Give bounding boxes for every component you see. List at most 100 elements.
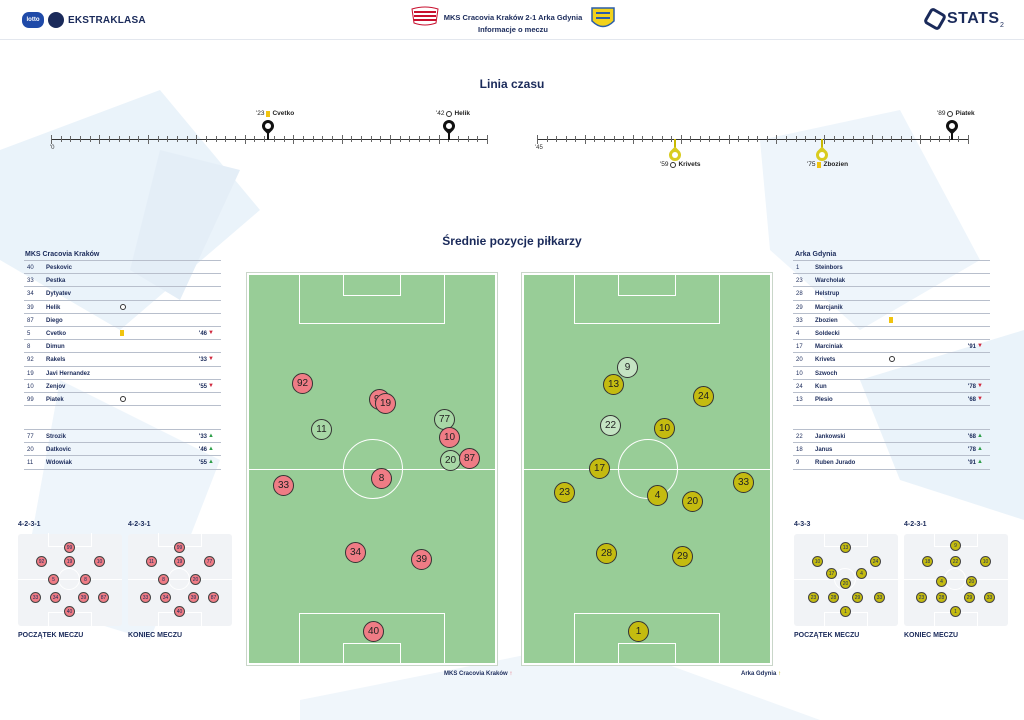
player-row[interactable]: 24 Kun '78 ▼	[793, 380, 990, 393]
player-position-marker[interactable]: 33	[273, 475, 294, 496]
player-position-marker[interactable]: 17	[589, 458, 610, 479]
player-position-marker[interactable]: 13	[603, 374, 624, 395]
timeline-tick	[565, 136, 567, 142]
player-row[interactable]: 9 Ruben Jurado '91 ▲	[793, 456, 990, 470]
player-row[interactable]: 10 Zenjov '55 ▼	[24, 380, 221, 393]
sub-out-arrow-icon: ▼	[977, 395, 983, 402]
player-name: Marciniak	[815, 344, 843, 351]
away-formation-start: 4-3-3	[794, 521, 811, 528]
substitution-minute: '91	[967, 344, 976, 351]
timeline-tick	[167, 136, 169, 142]
player-row[interactable]: 19 Javi Hernandez	[24, 367, 221, 380]
player-row[interactable]: 99 Piatek	[24, 393, 221, 407]
timeline-tick	[958, 136, 960, 142]
timeline-tick	[546, 136, 548, 142]
timeline-tick	[80, 136, 82, 142]
formation-player-marker: 8	[158, 574, 169, 585]
player-position-marker[interactable]: 34	[345, 542, 366, 563]
timeline-tick	[361, 136, 363, 142]
player-row[interactable]: 18 Janus '78 ▲	[793, 443, 990, 457]
player-row[interactable]: 20 Krivets	[793, 353, 990, 367]
cracovia-crest-icon	[411, 6, 439, 26]
player-row[interactable]: 33 Pestka	[24, 274, 221, 288]
player-row[interactable]: 5 Cvetko '46 ▼	[24, 327, 221, 341]
player-position-marker[interactable]: 11	[311, 419, 332, 440]
player-position-marker[interactable]: 24	[693, 386, 714, 407]
player-position-marker[interactable]: 10	[439, 427, 460, 448]
player-position-marker[interactable]: 20	[440, 450, 461, 471]
player-row[interactable]: 39 Helik	[24, 301, 221, 314]
player-position-marker[interactable]: 40	[363, 621, 384, 642]
timeline-tick	[699, 136, 701, 142]
timeline-tick	[409, 136, 411, 142]
player-position-marker[interactable]: 22	[600, 415, 621, 436]
player-name: Cvetko	[46, 330, 67, 337]
home-pitch-caption: MKS Cracovia Kraków ↑	[444, 671, 513, 677]
timeline-tick	[341, 135, 343, 144]
timeline-tick	[302, 136, 304, 142]
player-row[interactable]: 1 Steinbors	[793, 261, 990, 275]
player-position-marker[interactable]: 20	[682, 491, 703, 512]
timeline-tick	[642, 136, 644, 142]
positions-title: Średnie pozycje piłkarzy	[442, 234, 582, 248]
timeline-tick	[254, 136, 256, 142]
player-row[interactable]: 8 Dimun	[24, 340, 221, 354]
player-number: 20	[27, 447, 34, 454]
player-position-marker[interactable]: 19	[375, 393, 396, 414]
player-row[interactable]: 20 Datkovic '46 ▲	[24, 443, 221, 457]
timeline-tick	[118, 136, 120, 142]
timeline-marker-icon[interactable]	[259, 117, 277, 135]
player-row[interactable]: 77 Strozik '33 ▲	[24, 430, 221, 444]
player-position-marker[interactable]: 29	[672, 546, 693, 567]
brand-name: EKSTRAKLASA	[68, 14, 146, 26]
player-row[interactable]: 22 Jankowski '68 ▲	[793, 430, 990, 444]
player-row[interactable]: 87 Diego	[24, 314, 221, 327]
timeline-tick	[399, 136, 401, 142]
player-row[interactable]: 17 Marciniak '91 ▼	[793, 340, 990, 354]
player-name: Helstrup	[815, 291, 840, 298]
player-row[interactable]: 34 Dytyatev	[24, 287, 221, 301]
player-position-marker[interactable]: 92	[292, 373, 313, 394]
formation-player-marker: 29	[964, 592, 975, 603]
player-row[interactable]: 13 Plesio '68 ▼	[793, 393, 990, 407]
formation-player-marker: 39	[188, 592, 199, 603]
player-row[interactable]: 11 Wdowiak '55 ▲	[24, 456, 221, 470]
player-row[interactable]: 33 Zbozien	[793, 314, 990, 327]
player-row[interactable]: 29 Marcjanik	[793, 301, 990, 314]
home-start-formation-diagram: 99 92 19 10 5 8 33 34 39 87 40	[18, 533, 122, 626]
player-row[interactable]: 10 Szwoch	[793, 367, 990, 380]
timeline-tick	[968, 135, 969, 144]
player-row[interactable]: 40 Peskovic	[24, 261, 221, 275]
substitution-minute: '46	[198, 330, 207, 337]
player-position-marker[interactable]: 39	[411, 549, 432, 570]
page-number: 2	[1000, 22, 1004, 29]
stats-logo-text: STATS	[947, 10, 1000, 27]
player-position-marker[interactable]: 4	[647, 485, 668, 506]
player-position-marker[interactable]: 10	[654, 418, 675, 439]
sub-in-arrow-icon: ▲	[977, 433, 983, 439]
player-position-marker[interactable]: 28	[596, 543, 617, 564]
timeline-tick	[467, 136, 469, 142]
player-row[interactable]: 28 Helstrup	[793, 287, 990, 301]
player-position-marker[interactable]: 33	[733, 472, 754, 493]
formation-player-marker: 10	[94, 556, 105, 567]
player-row[interactable]: 23 Warcholak	[793, 274, 990, 288]
player-row[interactable]: 92 Rakels '33 ▼	[24, 353, 221, 367]
player-row[interactable]: 4 Soldecki	[793, 327, 990, 341]
away-start-label: POCZĄTEK MECZU	[794, 632, 860, 639]
timeline-marker-icon[interactable]	[943, 117, 961, 135]
player-position-marker[interactable]: 8	[371, 468, 392, 489]
player-name: Diego	[46, 317, 63, 324]
player-position-marker[interactable]: 87	[459, 448, 480, 469]
player-position-marker[interactable]: 23	[554, 482, 575, 503]
substitution-minute: '55	[198, 460, 207, 467]
timeline-tick	[264, 136, 266, 142]
timeline-marker-icon[interactable]	[440, 117, 458, 135]
player-name: Marcjanik	[815, 304, 843, 311]
player-number: 17	[796, 344, 803, 351]
player-position-marker[interactable]: 9	[617, 357, 638, 378]
player-position-marker[interactable]: 1	[628, 621, 649, 642]
formation-player-marker: 40	[174, 606, 185, 617]
player-name: Dytyatev	[46, 291, 72, 298]
ekstraklasa-ball-icon	[48, 12, 64, 28]
